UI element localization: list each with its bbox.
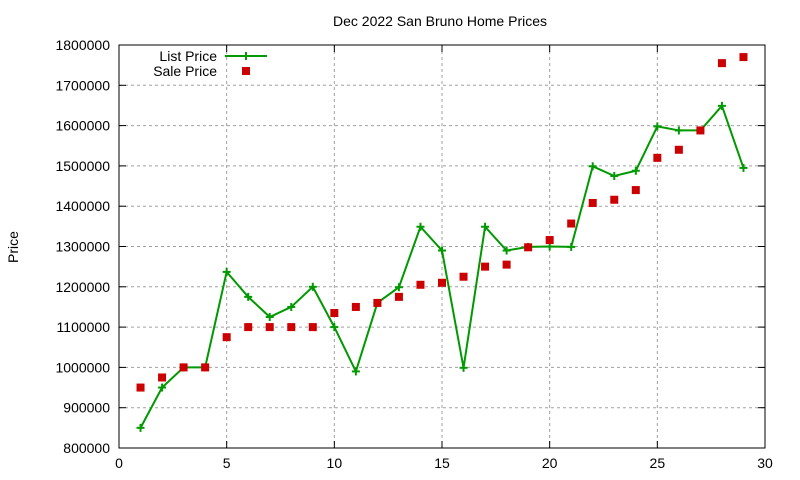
y-tick-label: 1400000	[55, 198, 110, 214]
y-tick-label: 1100000	[57, 319, 111, 335]
x-tick-label: 20	[542, 455, 558, 471]
y-tick-label: 800000	[63, 440, 110, 456]
y-tick-label: 1000000	[55, 359, 110, 375]
y-tick-label: 1200000	[55, 279, 110, 295]
x-tick-label: 25	[650, 455, 666, 471]
legend-label-list-price: List Price	[159, 48, 217, 64]
series-sale-price	[136, 53, 748, 392]
y-tick-label: 1600000	[55, 118, 110, 134]
y-axis-label: Price	[5, 231, 21, 263]
x-tick-label: 30	[757, 455, 773, 471]
y-tick-label: 900000	[63, 400, 110, 416]
y-tick-label: 1500000	[55, 158, 110, 174]
data-series	[136, 53, 748, 432]
legend: List Price Sale Price	[153, 48, 267, 79]
y-tick-label: 1300000	[55, 239, 110, 255]
chart-title: Dec 2022 San Bruno Home Prices	[333, 13, 547, 29]
y-tick-label: 1800000	[55, 37, 110, 53]
plot-border	[118, 44, 766, 449]
y-tick-label: 1700000	[55, 77, 110, 93]
legend-label-sale-price: Sale Price	[153, 63, 217, 79]
legend-sale-price-swatch	[242, 67, 250, 75]
grid-lines	[119, 45, 765, 448]
x-tick-label: 10	[327, 455, 343, 471]
x-axis-ticks: 0 5 10 15 20 25 30	[115, 45, 773, 471]
legend-list-price-swatch	[225, 52, 267, 60]
x-tick-label: 0	[115, 455, 123, 471]
x-tick-label: 15	[434, 455, 450, 471]
y-axis-ticks: 800000 900000 1000000 1100000 1200000 1300000…	[55, 37, 765, 456]
x-tick-label: 5	[223, 455, 231, 471]
